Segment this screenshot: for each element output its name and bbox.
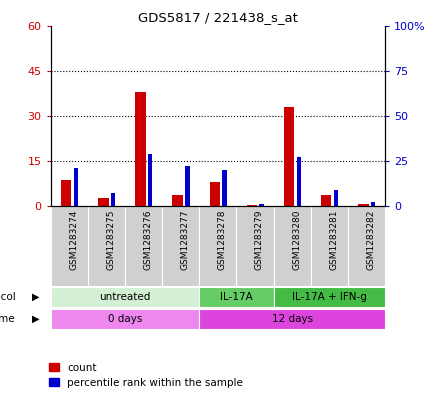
Bar <box>162 206 199 286</box>
Bar <box>136 92 146 206</box>
Bar <box>371 202 375 206</box>
Bar <box>199 206 236 286</box>
Bar <box>321 195 331 206</box>
Text: GSM1283274: GSM1283274 <box>69 210 78 270</box>
Bar <box>334 190 338 206</box>
Bar <box>358 204 369 206</box>
Text: GSM1283275: GSM1283275 <box>106 210 115 270</box>
Text: GSM1283278: GSM1283278 <box>218 210 227 270</box>
Bar <box>348 206 385 286</box>
Bar <box>61 180 71 206</box>
Legend: count, percentile rank within the sample: count, percentile rank within the sample <box>49 363 243 388</box>
Text: ▶: ▶ <box>32 314 39 324</box>
Text: protocol: protocol <box>0 292 15 302</box>
Title: GDS5817 / 221438_s_at: GDS5817 / 221438_s_at <box>138 11 298 24</box>
Bar <box>274 287 385 307</box>
Bar <box>199 309 385 329</box>
Text: GSM1283277: GSM1283277 <box>181 210 190 270</box>
Text: GSM1283279: GSM1283279 <box>255 210 264 270</box>
Text: ▶: ▶ <box>32 292 39 302</box>
Bar <box>222 170 227 206</box>
Bar <box>199 287 274 307</box>
Bar <box>51 206 88 286</box>
Bar <box>88 206 125 286</box>
Text: time: time <box>0 314 15 324</box>
Bar <box>51 287 199 307</box>
Text: GSM1283282: GSM1283282 <box>367 210 375 270</box>
Bar <box>260 204 264 206</box>
Bar <box>274 206 311 286</box>
Bar <box>125 206 162 286</box>
Text: GSM1283280: GSM1283280 <box>292 210 301 270</box>
Bar <box>98 198 109 206</box>
Bar <box>209 182 220 206</box>
Bar <box>311 206 348 286</box>
Bar <box>73 168 78 206</box>
Text: IL-17A: IL-17A <box>220 292 253 302</box>
Bar <box>236 206 274 286</box>
Bar <box>172 195 183 206</box>
Bar <box>297 157 301 206</box>
Bar <box>185 166 190 206</box>
Text: GSM1283276: GSM1283276 <box>143 210 153 270</box>
Bar <box>111 193 115 206</box>
Bar <box>148 154 152 206</box>
Text: 12 days: 12 days <box>271 314 313 324</box>
Text: GSM1283281: GSM1283281 <box>329 210 338 270</box>
Text: IL-17A + IFN-g: IL-17A + IFN-g <box>292 292 367 302</box>
Text: untreated: untreated <box>99 292 150 302</box>
Bar <box>247 205 257 206</box>
Bar <box>51 309 199 329</box>
Bar <box>284 107 294 206</box>
Text: 0 days: 0 days <box>108 314 142 324</box>
